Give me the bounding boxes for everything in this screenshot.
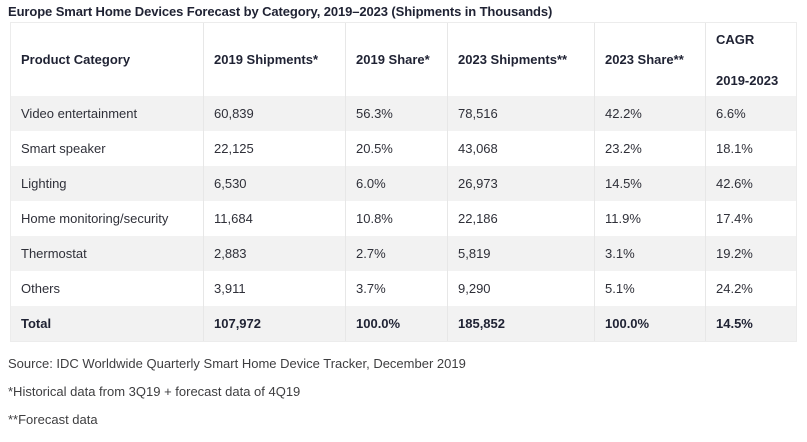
cell-cagr: 14.5% — [716, 316, 753, 331]
cell-cagr: 42.6% — [716, 176, 753, 191]
forecast-table: Product Category 2019 Shipments* 2019 Sh… — [10, 22, 797, 342]
column-header-cagr: CAGR 2019-2023 — [706, 23, 796, 96]
cagr-header-line1: CAGR — [716, 31, 755, 47]
cell-2023-shipments: 5,819 — [448, 236, 595, 271]
source-note: Source: IDC Worldwide Quarterly Smart Ho… — [8, 356, 466, 371]
cell-2023-shipments: 43,068 — [448, 131, 595, 166]
cell-cagr: 24.2% — [716, 281, 753, 296]
footnotes: Source: IDC Worldwide Quarterly Smart Ho… — [8, 356, 466, 440]
cagr-header-line2: 2019-2023 — [716, 72, 779, 88]
cell-category: Total — [11, 306, 204, 341]
historical-data-note: *Historical data from 3Q19 + forecast da… — [8, 384, 301, 399]
cell-category: Smart speaker — [11, 131, 204, 166]
cell-category: Others — [11, 271, 204, 306]
cell-category: Video entertainment — [11, 96, 204, 131]
cell-category: Lighting — [11, 166, 204, 201]
cell-2023-shipments: 9,290 — [448, 271, 595, 306]
column-header-2019-share: 2019 Share* — [346, 23, 448, 96]
cell-2023-share: 23.2% — [595, 131, 706, 166]
cell-2023-shipments: 78,516 — [448, 96, 595, 131]
cell-2019-share: 6.0% — [346, 166, 448, 201]
cell-2023-share: 42.2% — [595, 96, 706, 131]
table-row-home-monitoring-security: Home monitoring/security 11,684 10.8% 22… — [11, 201, 796, 236]
cell-2023-share: 3.1% — [595, 236, 706, 271]
cell-cagr: 19.2% — [716, 246, 753, 261]
cell-2019-share: 56.3% — [346, 96, 448, 131]
cell-2023-share: 11.9% — [595, 201, 706, 236]
cell-2019-shipments: 107,972 — [204, 306, 346, 341]
cell-cagr: 18.1% — [716, 141, 753, 156]
cell-2019-shipments: 11,684 — [204, 201, 346, 236]
cell-2019-shipments: 2,883 — [204, 236, 346, 271]
cell-2019-share: 20.5% — [346, 131, 448, 166]
cell-2023-share: 5.1% — [595, 271, 706, 306]
cell-cagr: 6.6% — [716, 106, 746, 121]
cell-category: Home monitoring/security — [11, 201, 204, 236]
cell-2019-shipments: 60,839 — [204, 96, 346, 131]
table-row-lighting: Lighting 6,530 6.0% 26,973 14.5% 42.6% — [11, 166, 796, 201]
table-row-total: Total 107,972 100.0% 185,852 100.0% 14.5… — [11, 306, 796, 341]
table-row-video-entertainment: Video entertainment 60,839 56.3% 78,516 … — [11, 96, 796, 131]
cell-2019-share: 100.0% — [346, 306, 448, 341]
cell-2019-share: 2.7% — [346, 236, 448, 271]
cell-2019-share: 10.8% — [346, 201, 448, 236]
cell-cagr: 17.4% — [716, 211, 753, 226]
table-row-thermostat: Thermostat 2,883 2.7% 5,819 3.1% 19.2% — [11, 236, 796, 271]
cell-2019-share: 3.7% — [346, 271, 448, 306]
cell-category: Thermostat — [11, 236, 204, 271]
table-row-others: Others 3,911 3.7% 9,290 5.1% 24.2% — [11, 271, 796, 306]
cell-2019-shipments: 6,530 — [204, 166, 346, 201]
cell-2023-shipments: 22,186 — [448, 201, 595, 236]
cell-2023-shipments: 185,852 — [448, 306, 595, 341]
cell-2019-shipments: 3,911 — [204, 271, 346, 306]
chart-title: Europe Smart Home Devices Forecast by Ca… — [8, 4, 553, 19]
cell-2023-share: 14.5% — [595, 166, 706, 201]
cell-2023-shipments: 26,973 — [448, 166, 595, 201]
column-header-product-category: Product Category — [11, 23, 204, 96]
column-header-2023-shipments: 2023 Shipments** — [448, 23, 595, 96]
column-header-2019-shipments: 2019 Shipments* — [204, 23, 346, 96]
table-row-smart-speaker: Smart speaker 22,125 20.5% 43,068 23.2% … — [11, 131, 796, 166]
table-header-row: Product Category 2019 Shipments* 2019 Sh… — [11, 23, 796, 96]
column-header-2023-share: 2023 Share** — [595, 23, 706, 96]
forecast-data-note: **Forecast data — [8, 412, 98, 427]
cell-2023-share: 100.0% — [595, 306, 706, 341]
cell-2019-shipments: 22,125 — [204, 131, 346, 166]
